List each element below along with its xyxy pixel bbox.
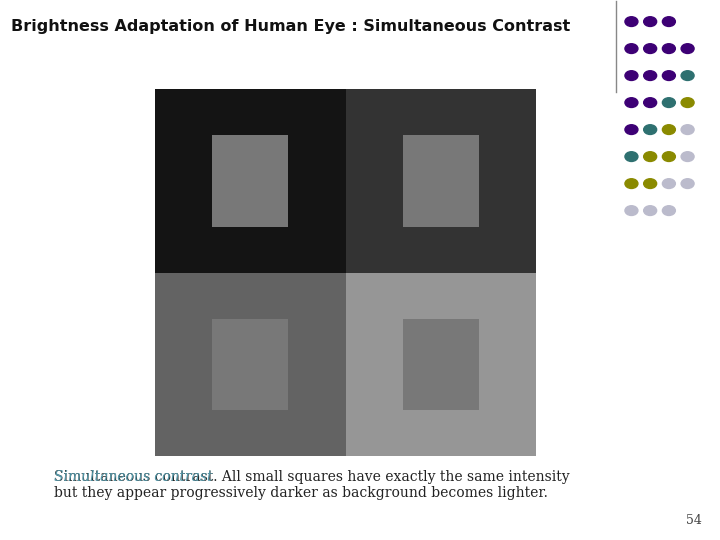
Circle shape	[662, 206, 675, 215]
Bar	[403, 319, 480, 410]
Circle shape	[644, 152, 657, 161]
Circle shape	[662, 98, 675, 107]
Bar	[212, 135, 288, 227]
Circle shape	[625, 125, 638, 134]
Circle shape	[625, 206, 638, 215]
Circle shape	[681, 125, 694, 134]
Circle shape	[681, 179, 694, 188]
Circle shape	[625, 17, 638, 26]
Circle shape	[662, 179, 675, 188]
Circle shape	[625, 71, 638, 80]
Text: Simultaneous contrast. All small squares have exactly the same intensity
but the: Simultaneous contrast. All small squares…	[54, 470, 570, 500]
Bar	[155, 89, 346, 273]
Circle shape	[625, 44, 638, 53]
Circle shape	[644, 179, 657, 188]
Circle shape	[644, 125, 657, 134]
Bar	[403, 135, 480, 227]
Circle shape	[662, 152, 675, 161]
Text: Simultaneous contrast: Simultaneous contrast	[54, 470, 212, 484]
Circle shape	[662, 71, 675, 80]
Circle shape	[644, 206, 657, 215]
Circle shape	[644, 17, 657, 26]
Bar	[346, 89, 536, 273]
Circle shape	[625, 98, 638, 107]
Circle shape	[662, 17, 675, 26]
Circle shape	[681, 71, 694, 80]
Circle shape	[681, 44, 694, 53]
Circle shape	[662, 44, 675, 53]
Circle shape	[625, 179, 638, 188]
Circle shape	[644, 98, 657, 107]
Circle shape	[681, 98, 694, 107]
Text: Brightness Adaptation of Human Eye : Simultaneous Contrast: Brightness Adaptation of Human Eye : Sim…	[11, 19, 570, 34]
Circle shape	[644, 44, 657, 53]
Circle shape	[681, 152, 694, 161]
Text: 54: 54	[686, 514, 702, 526]
Circle shape	[662, 125, 675, 134]
Bar	[155, 273, 346, 456]
Circle shape	[644, 71, 657, 80]
Circle shape	[625, 152, 638, 161]
Bar	[212, 319, 288, 410]
Bar	[346, 273, 536, 456]
